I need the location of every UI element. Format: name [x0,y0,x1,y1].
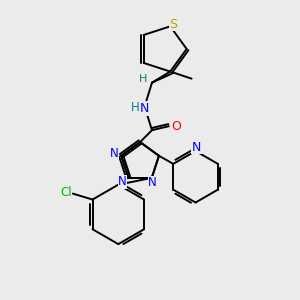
Text: O: O [171,120,181,133]
Text: N: N [118,176,127,188]
Text: N: N [148,176,157,189]
Text: N: N [110,147,119,160]
Text: Cl: Cl [60,186,72,199]
Text: H: H [139,74,147,84]
Text: H: H [131,101,140,114]
Text: S: S [169,18,177,31]
Text: N: N [140,102,149,115]
Text: N: N [192,140,201,154]
